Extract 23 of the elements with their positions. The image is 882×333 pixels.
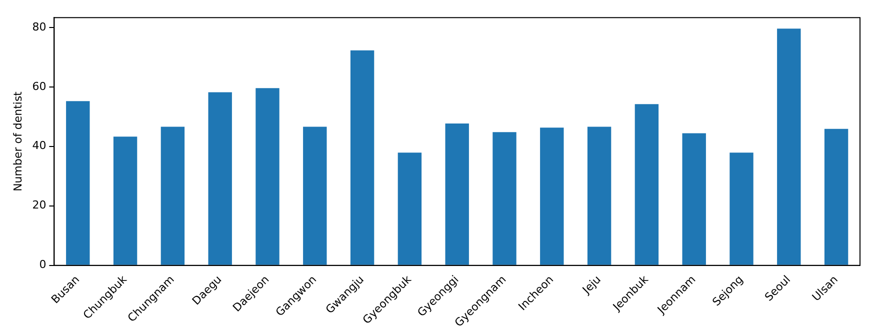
- bar: [66, 101, 90, 265]
- y-tick-label: 80: [32, 20, 46, 34]
- bar: [208, 92, 232, 265]
- bar: [634, 104, 659, 265]
- bar: [160, 126, 185, 265]
- bar: [587, 126, 612, 265]
- bar: [492, 132, 516, 265]
- bar: [730, 152, 754, 265]
- y-tick-label: 20: [32, 198, 46, 212]
- bar: [398, 152, 422, 265]
- bar: [303, 126, 327, 265]
- y-axis-title: Number of dentist: [11, 90, 24, 192]
- bar: [256, 88, 280, 265]
- bar: [350, 50, 374, 265]
- bar: [113, 136, 138, 265]
- y-tick-label: 0: [39, 258, 46, 272]
- y-tick-label: 60: [32, 80, 46, 93]
- bar: [445, 123, 469, 265]
- bar: [540, 128, 564, 265]
- bar: [824, 128, 848, 265]
- bar: [777, 28, 801, 265]
- bar: [682, 133, 706, 265]
- y-tick-label: 40: [32, 139, 46, 152]
